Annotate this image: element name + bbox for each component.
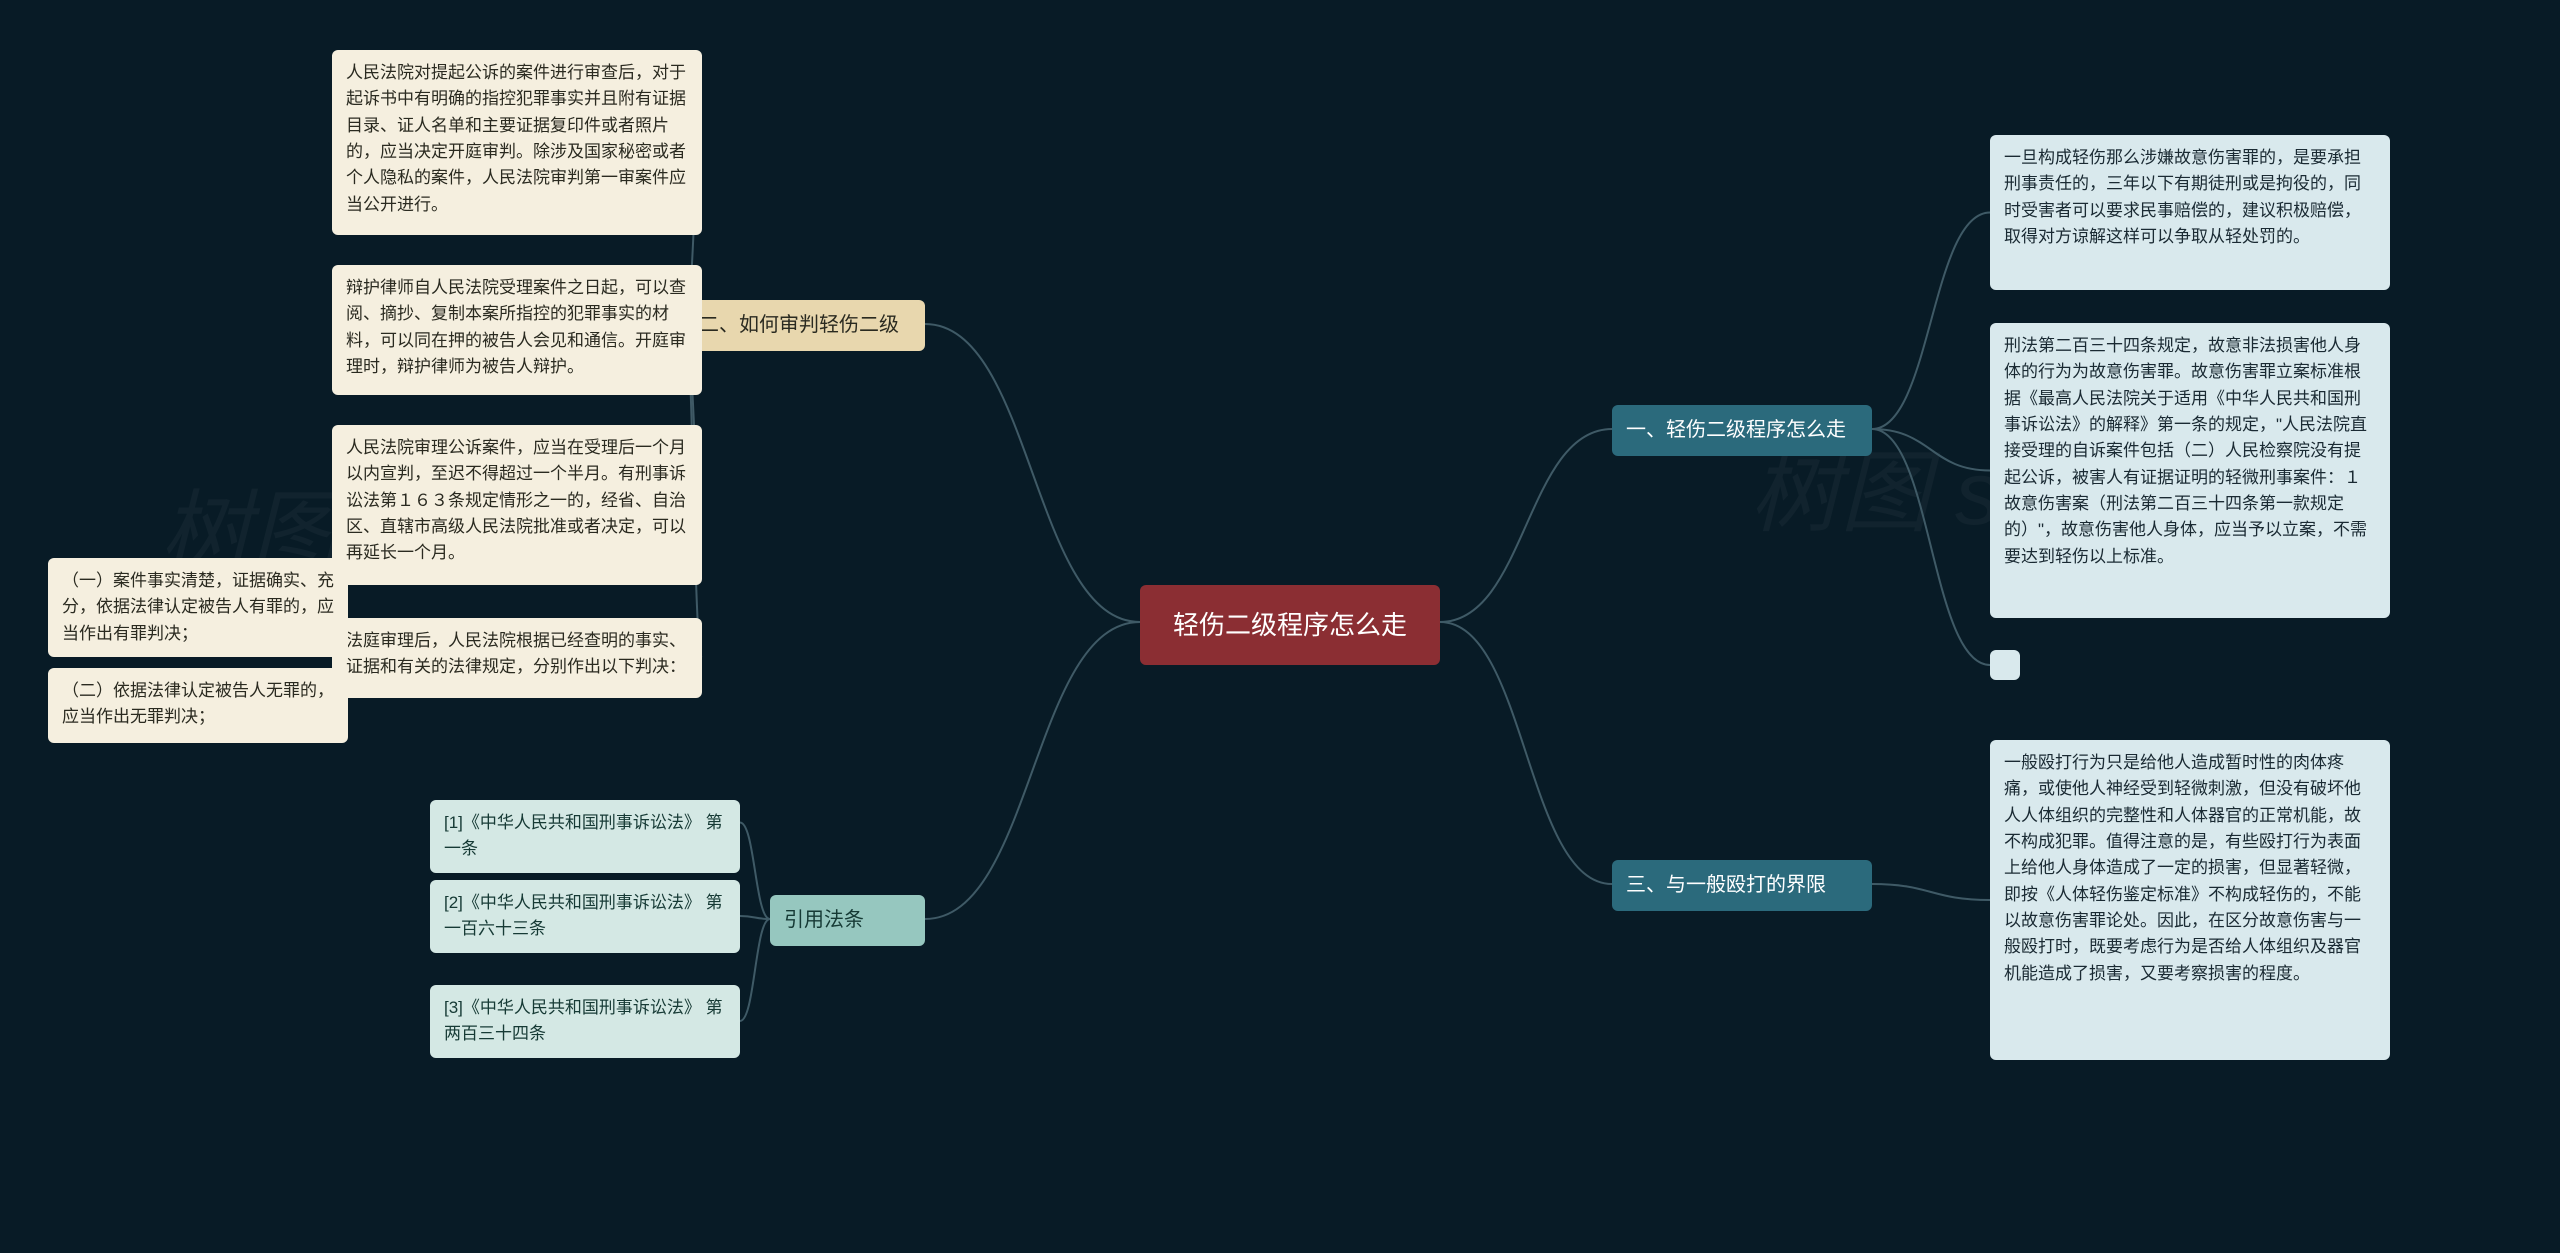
mindmap-canvas: 树图 shutu.cn树图 shutu.cn轻伤二级程序怎么走一、轻伤二级程序怎… xyxy=(0,0,2560,1253)
mindmap-node: 法庭审理后，人民法院根据已经查明的事实、证据和有关的法律规定，分别作出以下判决： xyxy=(332,618,702,698)
mindmap-node: 一旦构成轻伤那么涉嫌故意伤害罪的，是要承担刑事责任的，三年以下有期徒刑或是拘役的… xyxy=(1990,135,2390,290)
mindmap-node: 刑法第二百三十四条规定，故意非法损害他人身体的行为为故意伤害罪。故意伤害罪立案标… xyxy=(1990,323,2390,618)
mindmap-node: [3]《中华人民共和国刑事诉讼法》 第两百三十四条 xyxy=(430,985,740,1058)
mindmap-node: （二）依据法律认定被告人无罪的，应当作出无罪判决； xyxy=(48,668,348,743)
mindmap-node: [2]《中华人民共和国刑事诉讼法》 第一百六十三条 xyxy=(430,880,740,953)
mindmap-node xyxy=(1990,650,2020,680)
mindmap-node: 一般殴打行为只是给他人造成暂时性的肉体疼痛，或使他人神经受到轻微刺激，但没有破坏… xyxy=(1990,740,2390,1060)
mindmap-node: 三、与一般殴打的界限 xyxy=(1612,860,1872,911)
mindmap-node: 一、轻伤二级程序怎么走 xyxy=(1612,405,1872,456)
mindmap-node: 引用法条 xyxy=(770,895,925,946)
mindmap-node: 人民法院对提起公诉的案件进行审查后，对于起诉书中有明确的指控犯罪事实并且附有证据… xyxy=(332,50,702,235)
mindmap-node: 二、如何审判轻伤二级 xyxy=(685,300,925,351)
mindmap-node: [1]《中华人民共和国刑事诉讼法》 第一条 xyxy=(430,800,740,873)
mindmap-node: （一）案件事实清楚，证据确实、充分，依据法律认定被告人有罪的，应当作出有罪判决； xyxy=(48,558,348,657)
mindmap-node: 轻伤二级程序怎么走 xyxy=(1140,585,1440,665)
mindmap-node: 人民法院审理公诉案件，应当在受理后一个月以内宣判，至迟不得超过一个半月。有刑事诉… xyxy=(332,425,702,585)
mindmap-node: 辩护律师自人民法院受理案件之日起，可以查阅、摘抄、复制本案所指控的犯罪事实的材料… xyxy=(332,265,702,395)
